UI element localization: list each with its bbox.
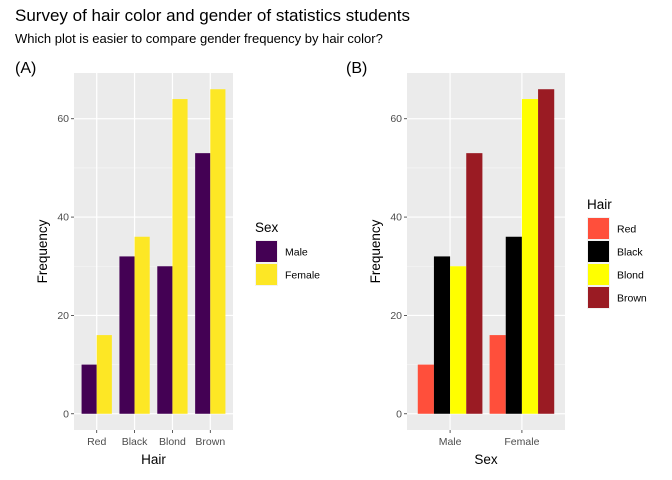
bar-black-male: Black / Male: 32 [119,256,135,414]
x-tick-label: Red [87,436,106,448]
bar-red-male: Red / Male: 10 [81,364,97,414]
x-tick-label: Male [439,436,462,448]
legend-key-black [588,241,609,262]
panel-b: Male / Red: 10Male / Black: 32Male / Blo… [368,73,647,467]
y-tick-label: 20 [390,310,402,322]
bar-brown-male: Brown / Male: 53 [195,153,211,414]
legend-label-red: Red [617,224,636,236]
x-axis-title: Hair [141,452,166,467]
bar-red-female: Red / Female: 16 [96,335,112,414]
x-tick-label: Female [504,436,539,448]
bar-black-female: Black / Female: 36 [134,236,150,414]
legend-key-male [256,241,277,262]
legend-label-blond: Blond [617,270,644,282]
y-tick-label: 60 [390,113,402,125]
y-tick-label: 40 [390,212,402,224]
legend-key-female [256,264,277,285]
legend-key-brown [588,287,609,308]
y-tick-label: 60 [57,113,69,125]
legend: Sex Male Female [255,220,320,286]
legend-label-male: Male [285,247,308,259]
bar-male-red: Male / Red: 10 [417,364,434,414]
bar-blond-male: Blond / Male: 30 [157,266,173,414]
bar-female-blond: Female / Blond: 64 [521,99,539,414]
panel-a-tag: (A) [15,60,37,77]
bar-male-brown: Male / Brown: 53 [466,153,483,414]
x-axis-title: Sex [474,452,498,467]
legend-label-black: Black [617,247,643,259]
legend-label-female: Female [285,270,320,282]
legend-key-red [588,218,609,239]
bar-blond-female: Blond / Female: 64 [172,99,188,414]
bar-female-red: Female / Red: 16 [489,335,506,414]
x-tick-label: Blond [159,436,186,448]
legend-title: Sex [255,220,279,235]
panel-b-tag: (B) [346,60,368,77]
bar-male-blond: Male / Blond: 30 [450,266,467,414]
y-tick-label: 0 [63,408,69,420]
panel-a: Red / Male: 10Red / Female: 16 Black / Ma… [35,73,320,467]
y-axis-title: Frequency [35,219,50,283]
legend-title: Hair [587,197,612,212]
x-tick-label: Black [122,436,148,448]
y-tick-label: 0 [396,408,402,420]
legend-label-brown: Brown [617,293,647,305]
x-tick-label: Brown [195,436,225,448]
bar-female-black: Female / Black: 36 [505,236,522,414]
y-axis-title: Frequency [368,219,383,283]
bar-female-brown: Female / Brown: 66 [538,89,555,414]
bar-male-black: Male / Black: 32 [433,256,451,414]
y-tick-label: 20 [57,310,69,322]
legend: Hair Red Black Blond Brown [587,197,647,309]
chart-subtitle: Which plot is easier to compare gender f… [15,31,383,46]
chart-title: Survey of hair color and gender of stati… [15,6,410,25]
bar-brown-female: Brown / Female: 66 [210,89,226,414]
y-tick-label: 40 [57,212,69,224]
legend-key-blond [588,264,609,285]
